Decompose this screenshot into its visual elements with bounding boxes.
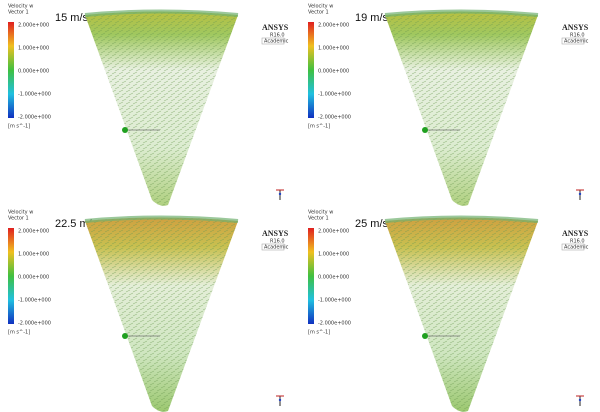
probe <box>122 127 128 133</box>
colorbar-label: 2.000e+000 <box>18 229 49 235</box>
axis-z <box>279 193 281 195</box>
legend-subtitle: Vector 1 <box>8 10 29 16</box>
brand-license: Academic <box>264 245 289 251</box>
colorbar-label: 1.000e+000 <box>18 46 49 52</box>
axis-z <box>279 399 281 401</box>
cone-vectors <box>385 12 538 206</box>
brand-name: ANSYS <box>262 23 289 32</box>
colorbar <box>8 228 14 324</box>
colorbar-label: 0.000e+000 <box>18 275 49 281</box>
colorbar-label: 2.000e+000 <box>318 23 349 29</box>
probe <box>122 333 128 339</box>
colorbar-label: 0.000e+000 <box>318 69 349 75</box>
colorbar <box>8 22 14 118</box>
speed-label: 25 m/s <box>355 218 389 230</box>
colorbar-unit: [m s^-1] <box>308 124 330 130</box>
colorbar <box>308 228 314 324</box>
brand-name: ANSYS <box>562 229 589 238</box>
cone-vectors <box>85 218 238 412</box>
axis-z <box>579 193 581 195</box>
colorbar-label: 1.000e+000 <box>18 252 49 258</box>
probe <box>422 127 428 133</box>
legend-subtitle: Vector 1 <box>8 216 29 222</box>
probe <box>422 333 428 339</box>
colorbar-label: -2.000e+000 <box>318 115 351 121</box>
colorbar-label: -2.000e+000 <box>18 115 51 121</box>
cone-vectors <box>385 218 538 412</box>
speed-label: 19 m/s <box>355 12 389 24</box>
colorbar-label: 1.000e+000 <box>318 46 349 52</box>
colorbar-label: 1.000e+000 <box>318 252 349 258</box>
colorbar-label: -1.000e+000 <box>318 92 351 98</box>
colorbar-label: 0.000e+000 <box>318 275 349 281</box>
colorbar <box>308 22 314 118</box>
cone-vectors <box>85 12 238 206</box>
colorbar-label: -2.000e+000 <box>18 321 51 327</box>
legend-subtitle: Vector 1 <box>308 10 329 16</box>
brand-license: Academic <box>564 245 589 251</box>
brand-license: Academic <box>264 39 289 45</box>
colorbar-unit: [m s^-1] <box>8 330 30 336</box>
brand-license: Academic <box>564 39 589 45</box>
colorbar-label: -2.000e+000 <box>318 321 351 327</box>
colorbar-label: 2.000e+000 <box>318 229 349 235</box>
speed-label: 15 m/s <box>55 12 89 24</box>
legend-subtitle: Vector 1 <box>308 216 329 222</box>
colorbar-label: -1.000e+000 <box>18 92 51 98</box>
figure: Velocity wVector 12.000e+0001.000e+0000.… <box>0 0 600 412</box>
colorbar-label: 0.000e+000 <box>18 69 49 75</box>
colorbar-label: -1.000e+000 <box>18 298 51 304</box>
colorbar-unit: [m s^-1] <box>308 330 330 336</box>
colorbar-label: 2.000e+000 <box>18 23 49 29</box>
axis-z <box>579 399 581 401</box>
colorbar-unit: [m s^-1] <box>8 124 30 130</box>
brand-name: ANSYS <box>262 229 289 238</box>
colorbar-label: -1.000e+000 <box>318 298 351 304</box>
brand-name: ANSYS <box>562 23 589 32</box>
